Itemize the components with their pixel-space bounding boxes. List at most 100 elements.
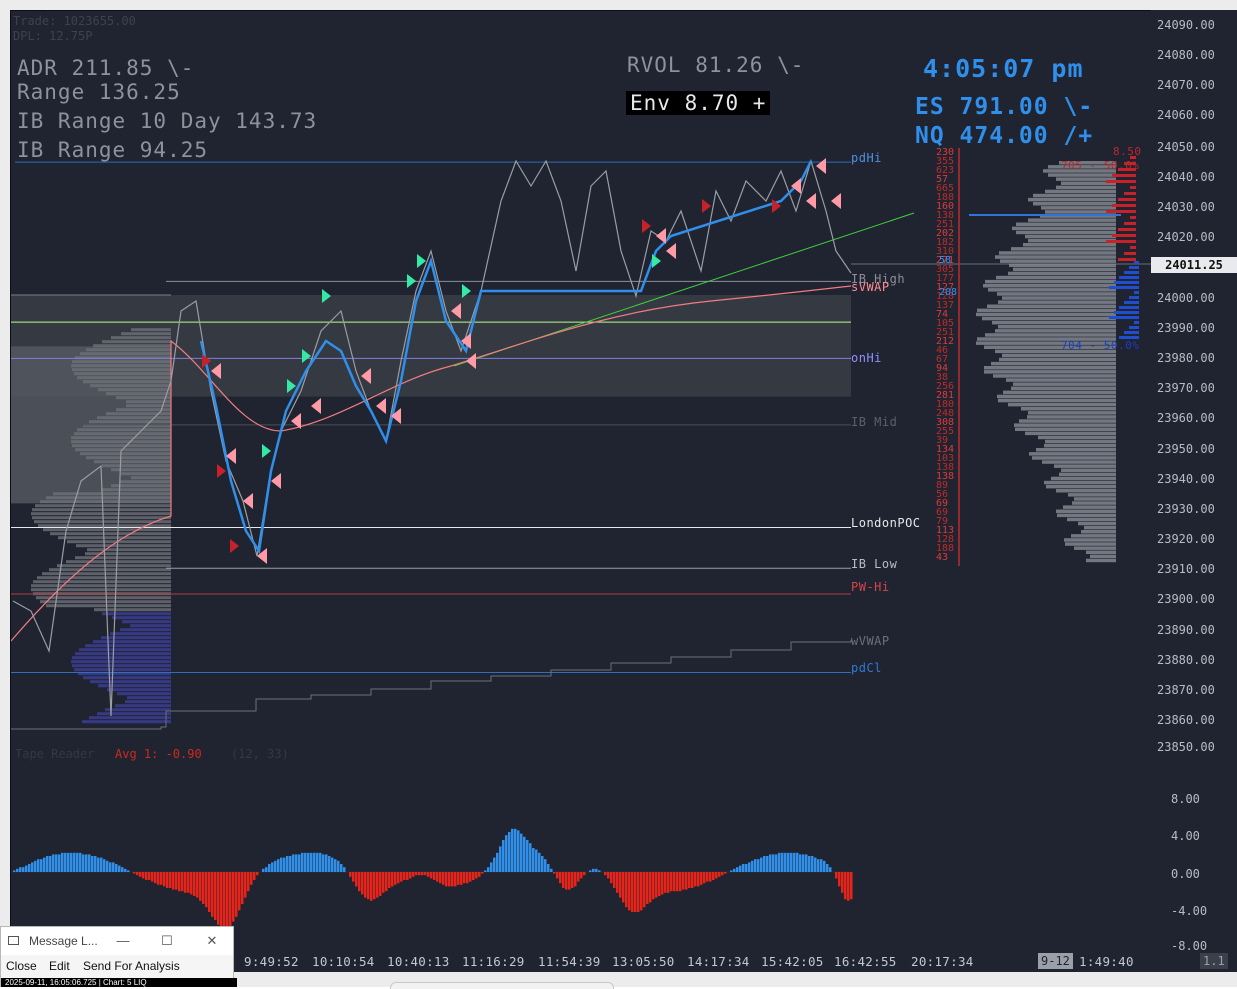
menu-edit[interactable]: Edit [49,959,70,973]
menu-send-for-analysis[interactable]: Send For Analysis [83,959,180,973]
volume-profile-bar [1043,169,1116,173]
volume-profile-bar [988,288,1116,292]
oscillator-bar-down [187,872,190,893]
oscillator-bar-down [712,872,715,880]
volume-profile-bar [1002,296,1116,300]
oscillator-bar-down [229,872,232,927]
oscillator-bar-down [370,872,373,901]
volume-profile-bar [1008,402,1116,407]
price-chart[interactable]: 2303556235766518816013825120218231027130… [11,11,1151,951]
left-profile-bar [127,696,171,700]
oscillator-bar-down [139,872,142,877]
left-profile-bar [105,708,171,712]
oscillator-bar-up [748,862,751,872]
message-log-window[interactable]: Message L... — ☐ ✕ Close Edit Send For A… [0,926,237,987]
oscillator-bar-down [250,872,253,885]
oscillator-bar-down [637,872,640,912]
message-log-titlebar[interactable]: Message L... — ☐ ✕ [1,927,233,955]
time-axis-label: 20:17:34 [911,954,974,969]
volume-profile-bar [1057,513,1116,518]
buy-arrow [262,444,271,458]
oscillator-bar-up [484,870,487,872]
ladder-value: 56 [936,489,948,500]
left-profile-bar [72,360,171,364]
oscillator-bar-down [163,872,166,887]
oscillator-bar-down [472,872,475,880]
ladder-value: 57 [936,174,948,185]
left-profile-bar [83,424,171,428]
oscillator-bar-down [424,872,427,876]
oscillator-bar-up [265,867,268,872]
oscillator-bar-up [13,870,16,872]
oscillator-bar-up [595,868,598,872]
wvwap-line [11,640,852,730]
oscillator-bar-up [55,854,58,872]
ladder-value: 160 [936,201,954,212]
red-arrow [772,199,781,213]
oscillator-bar-down [226,872,229,928]
oscillator-bar-up [340,864,343,872]
ladder-value: 251 [936,219,954,230]
price-axis-label: 23870.00 [1157,683,1215,697]
oscillator-bar-down [160,872,163,885]
oscillator-bar-down [622,872,625,903]
oscillator-bar-up [52,854,55,872]
oscillator-bar-down [667,872,670,893]
profile-blue-bar [1119,336,1139,339]
price-axis-label: 23980.00 [1157,351,1215,365]
profile-blue-bar [1114,281,1139,284]
oscillator-bar-down [850,872,853,900]
oscillator-bar-up [733,868,736,872]
oscillator-bar-up [490,862,493,872]
left-profile-bar [110,632,171,636]
oscillator-axis-label: 4.00 [1171,829,1200,843]
oscillator-bar-down [223,872,226,928]
oscillator-bar-down [217,872,220,925]
oscillator-bar-up [307,852,310,872]
volume-profile-bar [1000,259,1116,263]
volume-profile-bar [993,374,1116,378]
volume-profile-bar [991,361,1116,366]
ladder-value: 43 [936,552,948,563]
volume-profile-bar [1044,480,1116,485]
minimize-icon[interactable]: — [116,933,130,948]
left-profile-bar [102,340,171,344]
oscillator-axis-label: -8.00 [1171,939,1208,953]
time-axis-badge: 9-12 [1038,953,1073,969]
oscillator-bar-up [499,846,502,872]
message-log-status: 2025-09-11, 16:05:06.725 | Chart: 5 LIQ [1,978,237,987]
price-axis-label: 23960.00 [1157,411,1215,425]
profile-red-bar [1130,156,1136,159]
menu-close[interactable]: Close [6,959,37,973]
left-profile-bar [112,616,171,620]
taskbar-tab[interactable] [390,982,614,989]
oscillator-bar-up [25,865,28,872]
oscillator-bar-down [469,872,472,882]
oscillator-bar-down [655,872,658,898]
oscillator-bar-down [433,872,436,880]
oscillator-bar-up [103,859,106,872]
volume-profile-bar [977,308,1116,313]
left-profile-bar [58,536,171,540]
oscillator-axis[interactable]: 8.00 4.00 0.00 -4.00 -8.00 [1151,755,1237,953]
sell-arrow [656,228,666,244]
time-axis[interactable]: 9:49:52 10:10:54 10:40:13 11:16:29 11:54:39 1… [10,950,1237,972]
oscillator-bar-up [799,854,802,872]
price-axis[interactable]: 24090.00 24080.00 24070.00 24060.00 24050.00… [1151,10,1237,755]
oscillator-bar-up [325,854,328,872]
oscillator-bar-down [478,872,481,877]
oscillator-bar-down [376,872,379,898]
chart-area[interactable]: 230 355 623 57 665 188 160 138 251 202 182 310 271 30… [10,10,1152,952]
close-icon[interactable]: ✕ [206,933,218,948]
sell-arrow [291,413,301,429]
oscillator-bar-down [565,872,568,890]
profile-blue-bar [1129,296,1139,299]
left-profile-bar [83,676,171,680]
left-profile-bar [94,608,171,612]
time-axis-label: 10:40:13 [387,954,450,969]
oscillator-bar-down [682,872,685,890]
ladder-value: 177 [936,273,954,284]
ladder-value: 180 [936,399,954,410]
ladder-value: 182 [936,237,954,248]
maximize-icon[interactable]: ☐ [161,933,173,948]
